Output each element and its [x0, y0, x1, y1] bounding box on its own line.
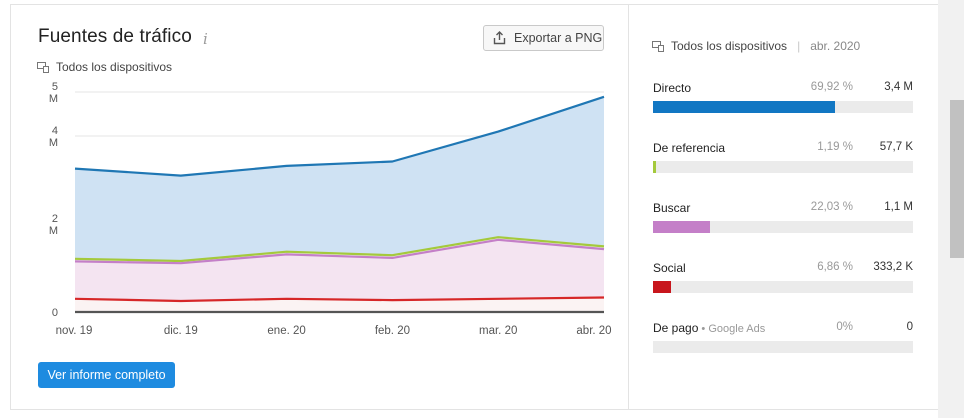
view-full-report-button[interactable]: Ver informe completo: [38, 362, 175, 388]
export-label: Exportar a PNG: [514, 31, 603, 45]
source-row: Buscar 22,03 % 1,1 M: [653, 201, 913, 241]
source-label[interactable]: Directo: [653, 81, 691, 95]
source-percent: 6,86 %: [817, 261, 853, 273]
source-row: De referencia 1,19 % 57,7 K: [653, 141, 913, 181]
share-bar-track: [653, 101, 913, 113]
bullet-separator: •: [698, 323, 709, 335]
side-device-filter[interactable]: Todos los dispositivos | abr. 2020: [652, 39, 860, 53]
source-value: 1,1 M: [884, 201, 913, 213]
device-filter[interactable]: Todos los dispositivos: [37, 60, 172, 74]
separator: |: [797, 39, 801, 53]
share-bar-fill: [653, 221, 711, 233]
share-bar-fill: [653, 161, 657, 173]
source-name: Directo: [653, 81, 692, 95]
source-percent: 0%: [836, 321, 853, 333]
devices-icon: [37, 61, 49, 73]
source-row: Social 6,86 % 333,2 K: [653, 261, 913, 301]
x-tick-label: nov. 19: [56, 325, 93, 337]
share-bar-track: [653, 341, 913, 353]
source-label[interactable]: De pago • Google Ads: [653, 321, 765, 335]
x-tick-label: abr. 20: [576, 325, 611, 337]
source-percent: 22,03 %: [810, 201, 853, 213]
devices-label: Todos los dispositivos: [56, 60, 173, 74]
y-tick-label: M: [49, 137, 58, 149]
scrollbar-thumb[interactable]: [950, 100, 964, 258]
x-tick-label: feb. 20: [375, 325, 410, 337]
x-tick-label: ene. 20: [267, 325, 305, 337]
source-value: 3,4 M: [884, 81, 913, 93]
y-tick-label: M: [49, 93, 58, 105]
source-value: 0: [906, 321, 913, 333]
y-tick-label: 0: [52, 307, 58, 319]
referencia-line: [74, 236, 605, 263]
y-tick-label: 5: [52, 81, 58, 93]
share-bar-fill: [653, 101, 835, 113]
share-bar-track: [653, 161, 913, 173]
source-name: Buscar: [653, 201, 691, 215]
source-value: 333,2 K: [873, 261, 913, 273]
source-name: De referencia: [653, 141, 726, 155]
share-bar-fill: [653, 281, 671, 293]
page-title: Fuentes de tráfico: [38, 26, 192, 47]
y-tick-label: M: [49, 225, 58, 237]
y-tick-label: 2: [52, 213, 58, 225]
source-row: Directo 69,92 % 3,4 M: [653, 81, 913, 121]
share-bar-track: [653, 221, 913, 233]
directo-line: [74, 95, 605, 177]
x-tick-label: mar. 20: [479, 325, 517, 337]
y-tick-label: 4: [52, 125, 58, 137]
source-row: De pago • Google Ads 0% 0: [653, 321, 913, 361]
export-png-button[interactable]: Exportar a PNG: [483, 25, 604, 51]
side-devices-label: Todos los dispositivos: [671, 39, 788, 53]
share-bar-track: [653, 281, 913, 293]
buscar-area: [75, 239, 604, 301]
source-name: De pago: [653, 321, 699, 335]
x-tick-label: dic. 19: [164, 325, 198, 337]
social-line: [74, 296, 605, 303]
source-name: Social: [653, 261, 686, 275]
source-label[interactable]: Buscar: [653, 201, 690, 215]
panel-divider: [628, 4, 629, 410]
export-icon: [493, 31, 506, 45]
source-percent: 69,92 %: [810, 81, 853, 93]
source-sublabel: Google Ads: [708, 323, 766, 335]
source-percent: 1,19 %: [817, 141, 853, 153]
source-label[interactable]: De referencia: [653, 141, 725, 155]
devices-icon: [652, 40, 664, 52]
date-label: abr. 2020: [810, 39, 861, 53]
directo-area: [75, 96, 604, 261]
source-label[interactable]: Social: [653, 261, 686, 275]
info-icon[interactable]: i: [203, 30, 208, 48]
buscar-line: [74, 238, 605, 265]
source-value: 57,7 K: [879, 141, 913, 153]
